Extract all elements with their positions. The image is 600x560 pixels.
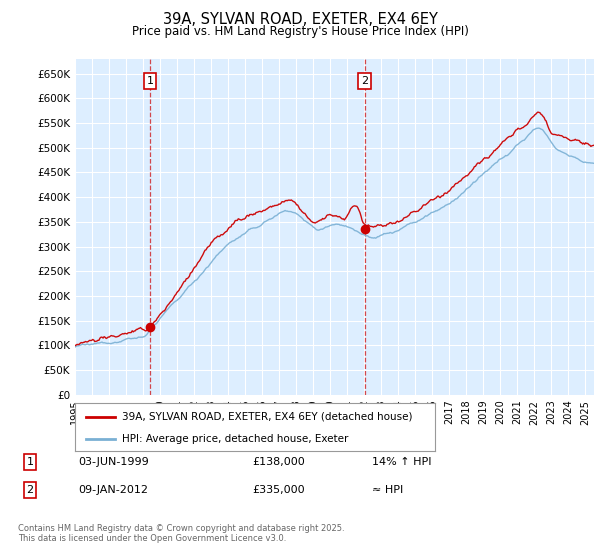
Text: 1: 1 [26, 457, 34, 467]
Text: 2: 2 [26, 485, 34, 495]
Text: 09-JAN-2012: 09-JAN-2012 [78, 485, 148, 495]
Text: £138,000: £138,000 [252, 457, 305, 467]
Text: 39A, SYLVAN ROAD, EXETER, EX4 6EY (detached house): 39A, SYLVAN ROAD, EXETER, EX4 6EY (detac… [122, 412, 412, 422]
Text: 2: 2 [361, 76, 368, 86]
Text: ≈ HPI: ≈ HPI [372, 485, 403, 495]
Text: Price paid vs. HM Land Registry's House Price Index (HPI): Price paid vs. HM Land Registry's House … [131, 25, 469, 38]
Text: Contains HM Land Registry data © Crown copyright and database right 2025.
This d: Contains HM Land Registry data © Crown c… [18, 524, 344, 543]
Text: 03-JUN-1999: 03-JUN-1999 [78, 457, 149, 467]
Text: £335,000: £335,000 [252, 485, 305, 495]
Text: 1: 1 [147, 76, 154, 86]
Text: 39A, SYLVAN ROAD, EXETER, EX4 6EY: 39A, SYLVAN ROAD, EXETER, EX4 6EY [163, 12, 437, 27]
Text: HPI: Average price, detached house, Exeter: HPI: Average price, detached house, Exet… [122, 434, 348, 444]
Text: 14% ↑ HPI: 14% ↑ HPI [372, 457, 431, 467]
